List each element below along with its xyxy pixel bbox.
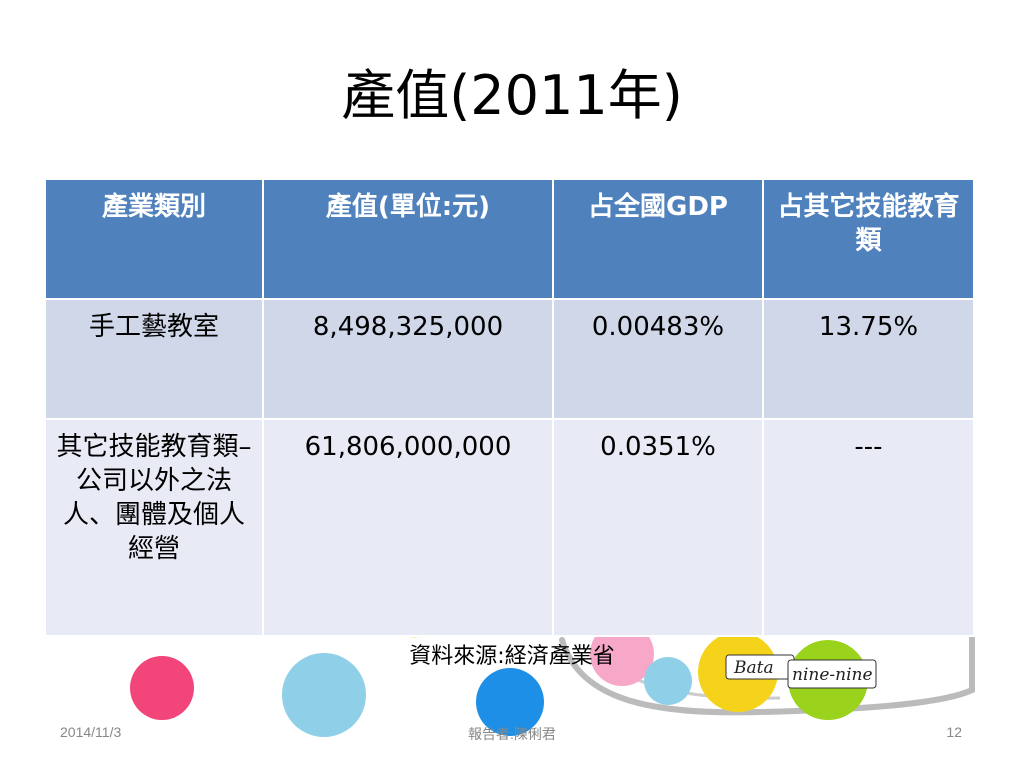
data-table: 產業類別 產值(單位:元) 占全國GDP 占其它技能教育類 手工藝教室 8,49… — [44, 178, 975, 637]
nine-nine-label: nine-nine — [792, 665, 873, 685]
footer-page-number: 12 — [946, 724, 962, 740]
lightblue-circle — [282, 653, 366, 737]
cell-gdp-share: 0.0351% — [552, 418, 764, 637]
cell-skill-edu-share: 13.75% — [762, 298, 975, 420]
table-header-row: 產業類別 產值(單位:元) 占全國GDP 占其它技能教育類 — [44, 178, 975, 300]
cell-gdp-share: 0.00483% — [552, 298, 764, 420]
header-gdp-share: 占全國GDP — [552, 178, 764, 300]
footer-presenter: 報告者:陳俐君 — [468, 726, 556, 742]
cell-output-value: 8,498,325,000 — [262, 298, 554, 420]
table-row: 手工藝教室 8,498,325,000 0.00483% 13.75% — [44, 298, 975, 420]
nine-nine-label-box — [787, 659, 877, 689]
table-row: 其它技能教育類–公司以外之法人、團體及個人經營 61,806,000,000 0… — [44, 418, 975, 637]
header-output-value: 產值(單位:元) — [262, 178, 554, 300]
footer-date: 2014/11/3 — [60, 724, 122, 740]
header-skill-edu-share: 占其它技能教育類 — [762, 178, 975, 300]
blue-circle — [476, 668, 544, 736]
cell-skill-edu-share: --- — [762, 418, 975, 637]
pink-circle — [130, 656, 194, 720]
cell-category: 其它技能教育類–公司以外之法人、團體及個人經營 — [44, 418, 264, 637]
cell-output-value: 61,806,000,000 — [262, 418, 554, 637]
slide-title: 產值(2011年) — [341, 64, 683, 127]
header-category: 產業類別 — [44, 178, 264, 300]
cell-category: 手工藝教室 — [44, 298, 264, 420]
bata-label: Bata — [733, 658, 774, 678]
jar-outline — [559, 342, 975, 716]
lightblue-circle-small — [644, 657, 692, 705]
pink-circle-small — [590, 622, 654, 686]
source-note: 資料來源:経済產業省 — [409, 644, 615, 669]
